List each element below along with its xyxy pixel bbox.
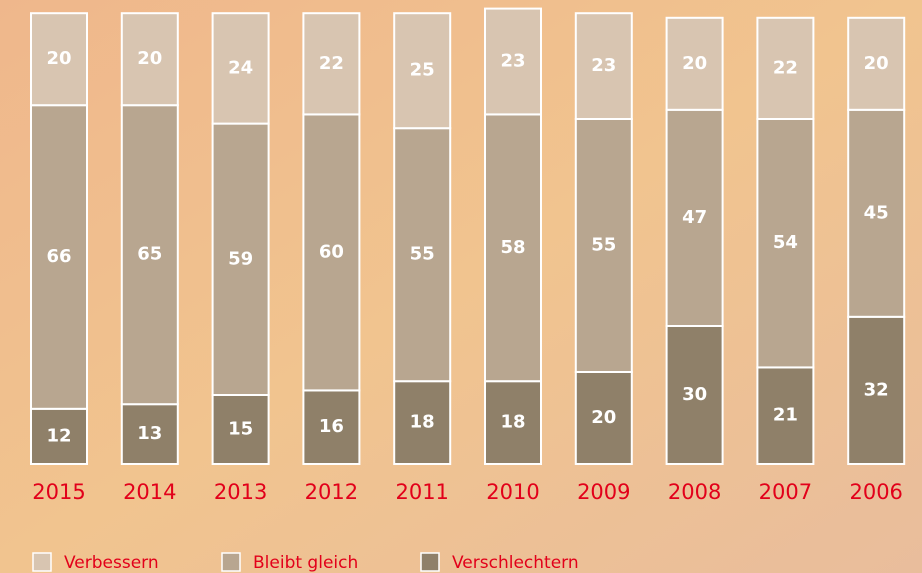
bar-segment — [120, 12, 179, 107]
data-label: 30 — [682, 384, 707, 405]
data-label: 55 — [410, 244, 435, 265]
legend-swatch — [221, 552, 241, 572]
data-label: 13 — [137, 423, 162, 444]
legend-label: Bleibt gleich — [253, 553, 358, 573]
data-label: 54 — [773, 232, 798, 253]
data-label: 24 — [228, 57, 253, 78]
bar-segment — [847, 16, 906, 111]
data-label: 20 — [137, 48, 162, 69]
bar-segment — [756, 118, 815, 369]
data-label: 21 — [773, 405, 798, 426]
bar-segment — [484, 380, 542, 466]
bar-segment — [302, 113, 361, 392]
data-label: 66 — [46, 246, 71, 267]
data-label: 20 — [682, 53, 707, 74]
bar-segment — [302, 12, 361, 116]
bar-segment — [665, 325, 724, 465]
bar-segment — [756, 16, 815, 120]
data-label: 25 — [410, 60, 435, 81]
data-label: 12 — [46, 425, 71, 446]
x-tick-label: 2008 — [668, 480, 721, 504]
legend-label: Verbessern — [64, 553, 159, 573]
data-label: 18 — [410, 412, 435, 433]
bar-segment — [484, 7, 542, 116]
data-label: 22 — [773, 57, 798, 78]
data-label: 23 — [500, 51, 525, 72]
bar-segment — [574, 118, 633, 373]
data-label: 65 — [137, 244, 162, 265]
legend-swatch — [420, 552, 440, 572]
data-label: 22 — [319, 53, 344, 74]
data-label: 20 — [46, 48, 71, 69]
data-label: 18 — [500, 412, 525, 433]
x-tick-label: 2013 — [214, 480, 267, 504]
bar-segment — [30, 12, 88, 107]
bar-segment — [665, 16, 724, 111]
x-tick-label: 2014 — [123, 480, 176, 504]
legend-label: Verschlechtern — [452, 553, 579, 573]
data-label: 59 — [228, 248, 253, 269]
x-tick-label: 2010 — [486, 480, 539, 504]
bar-segment — [574, 371, 633, 465]
legend-swatch — [32, 552, 52, 572]
x-tick-label: 2009 — [577, 480, 630, 504]
bar-segment — [120, 104, 179, 406]
data-label: 15 — [228, 419, 253, 440]
bar-segment — [574, 12, 633, 121]
bar-segment — [847, 108, 906, 318]
data-label: 20 — [864, 53, 889, 74]
data-label: 45 — [864, 202, 889, 223]
x-tick-label: 2011 — [395, 480, 448, 504]
x-tick-label: 2015 — [32, 480, 85, 504]
data-label: 32 — [864, 379, 889, 400]
bar-segment — [211, 122, 270, 396]
bar-segment — [393, 12, 452, 130]
x-tick-label: 2006 — [849, 480, 902, 504]
bar-segment — [211, 394, 270, 465]
data-label: 20 — [591, 407, 616, 428]
data-label: 55 — [591, 235, 616, 256]
x-tick-label: 2012 — [305, 480, 358, 504]
bar-segment — [847, 315, 906, 465]
data-label: 16 — [319, 416, 344, 437]
bar-segment — [30, 407, 88, 465]
data-label: 47 — [682, 207, 707, 228]
bar-segment — [393, 380, 452, 466]
data-label: 60 — [319, 241, 344, 262]
x-tick-label: 2007 — [759, 480, 812, 504]
bar-segment — [211, 12, 270, 125]
bar-segment — [120, 403, 179, 466]
bar-segment — [484, 113, 542, 383]
data-label: 23 — [591, 55, 616, 76]
data-label: 58 — [500, 237, 525, 258]
